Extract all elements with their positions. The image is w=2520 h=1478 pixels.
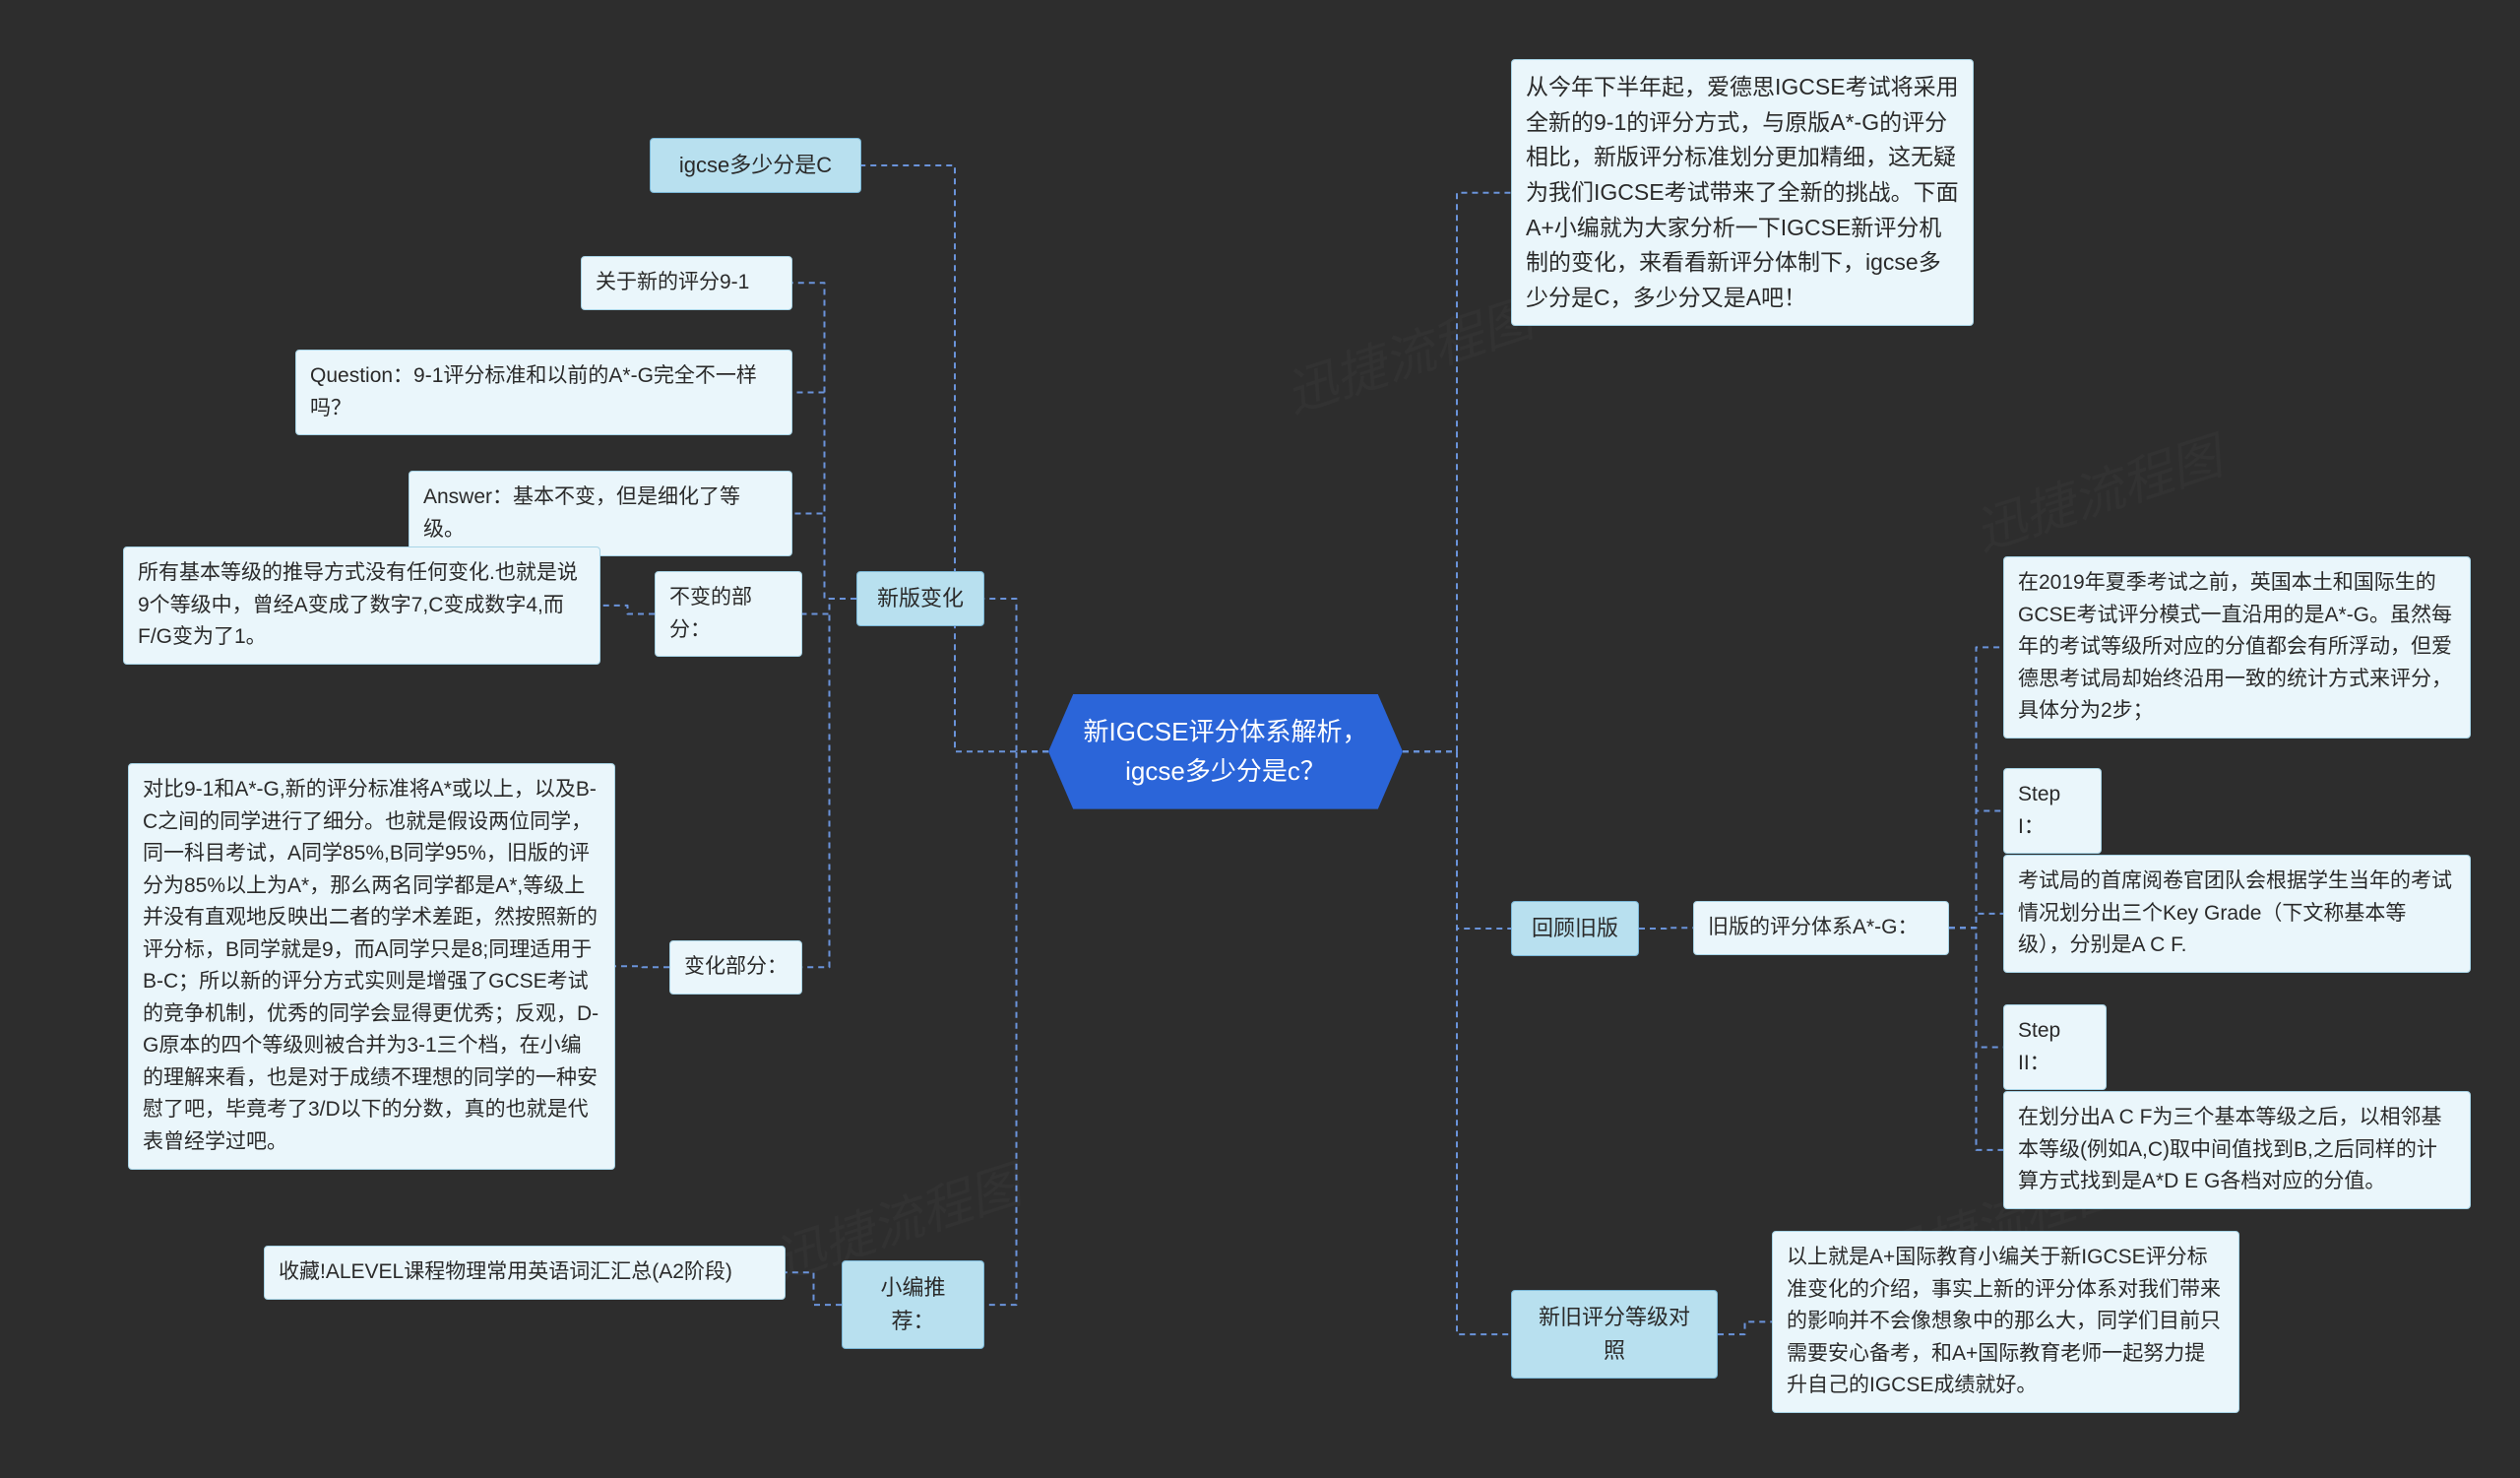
answer-box[interactable]: Answer：基本不变，但是细化了等级。 bbox=[409, 471, 792, 556]
recommend-body[interactable]: 收藏!ALEVEL课程物理常用英语词汇汇总(A2阶段) bbox=[264, 1246, 786, 1300]
changed-body[interactable]: 对比9-1和A*-G,新的评分标准将A*或以上，以及B-C之间的同学进行了细分。… bbox=[128, 763, 615, 1170]
branch-compare[interactable]: 新旧评分等级对照 bbox=[1511, 1290, 1718, 1379]
watermark: 迅捷流程图 bbox=[1275, 278, 1541, 427]
watermark: 迅捷流程图 bbox=[1964, 416, 2230, 565]
unchanged-body[interactable]: 所有基本等级的推导方式没有任何变化.也就是说9个等级中，曾经A变成了数字7,C变… bbox=[123, 546, 600, 665]
branch-recommend[interactable]: 小编推荐： bbox=[842, 1260, 984, 1349]
question-box[interactable]: Question：9-1评分标准和以前的A*-G完全不一样吗？ bbox=[295, 350, 792, 435]
step1-body[interactable]: 考试局的首席阅卷官团队会根据学生当年的考试情况划分出三个Key Grade（下文… bbox=[2003, 855, 2471, 973]
step2-body[interactable]: 在划分出A C F为三个基本等级之后，以相邻基本等级(例如A,C)取中间值找到B… bbox=[2003, 1091, 2471, 1209]
center-line2: igcse多少分是c？ bbox=[1076, 751, 1375, 791]
branch-review-old[interactable]: 回顾旧版 bbox=[1511, 901, 1639, 956]
old-p1[interactable]: 在2019年夏季考试之前，英国本土和国际生的GCSE考试评分模式一直沿用的是A*… bbox=[2003, 556, 2471, 739]
branch-score-c[interactable]: igcse多少分是C bbox=[650, 138, 861, 193]
unchanged-label[interactable]: 不变的部分： bbox=[655, 571, 802, 657]
about-new-91[interactable]: 关于新的评分9-1 bbox=[581, 256, 792, 310]
compare-body[interactable]: 以上就是A+国际教育小编关于新IGCSE评分标准变化的介绍，事实上新的评分体系对… bbox=[1772, 1231, 2239, 1413]
old-system-label[interactable]: 旧版的评分体系A*-G： bbox=[1693, 901, 1949, 955]
changed-label[interactable]: 变化部分： bbox=[669, 940, 802, 995]
step2-label[interactable]: Step II： bbox=[2003, 1004, 2107, 1090]
branch-new-change[interactable]: 新版变化 bbox=[856, 571, 984, 626]
intro-paragraph[interactable]: 从今年下半年起，爱德思IGCSE考试将采用全新的9-1的评分方式，与原版A*-G… bbox=[1511, 59, 1974, 326]
step1-label[interactable]: Step I： bbox=[2003, 768, 2102, 854]
center-line1: 新IGCSE评分体系解析， bbox=[1076, 712, 1375, 751]
center-topic[interactable]: 新IGCSE评分体系解析， igcse多少分是c？ bbox=[1048, 694, 1403, 809]
